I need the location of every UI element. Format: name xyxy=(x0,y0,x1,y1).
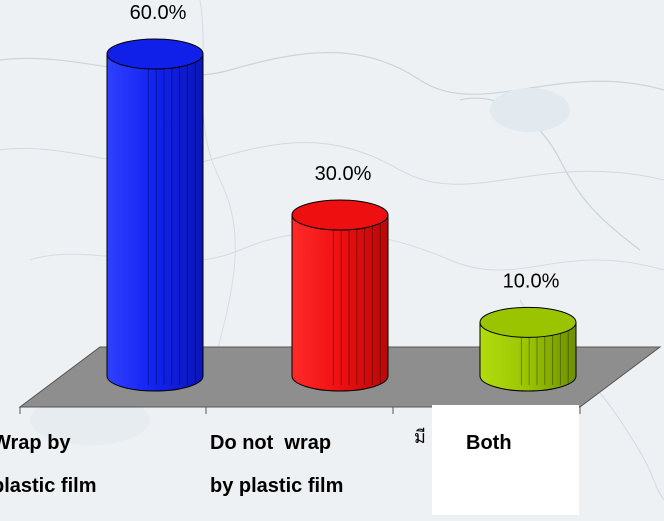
bar-body xyxy=(106,53,204,392)
category-label-line: by plastic film xyxy=(210,475,344,497)
category-label-wrap: Wrap by plastic film xyxy=(0,432,96,498)
bar-both: 10.0% xyxy=(479,270,577,392)
category-label-do-not-wrap: Do not wrap by plastic film xyxy=(210,432,343,498)
category-label-line: plastic film xyxy=(0,475,97,497)
value-label: 10.0% xyxy=(503,270,560,292)
category-label-both: Both xyxy=(466,432,512,455)
bar-body xyxy=(291,214,389,392)
category-label-line: Do not wrap xyxy=(210,432,332,454)
value-label: 60.0% xyxy=(130,2,187,24)
bar-body xyxy=(479,321,577,392)
value-label: 30.0% xyxy=(315,163,372,185)
stray-thai-text: มี xyxy=(414,427,426,448)
bar-wrap: 60.0% xyxy=(106,2,204,392)
label-box-both xyxy=(432,405,579,515)
bar-top xyxy=(479,306,577,338)
bar-top xyxy=(106,38,204,70)
bar-do-not-wrap: 30.0% xyxy=(291,163,389,392)
bar-top xyxy=(291,199,389,231)
category-label-line: Wrap by xyxy=(0,432,71,454)
category-label-line: Both xyxy=(466,432,512,454)
